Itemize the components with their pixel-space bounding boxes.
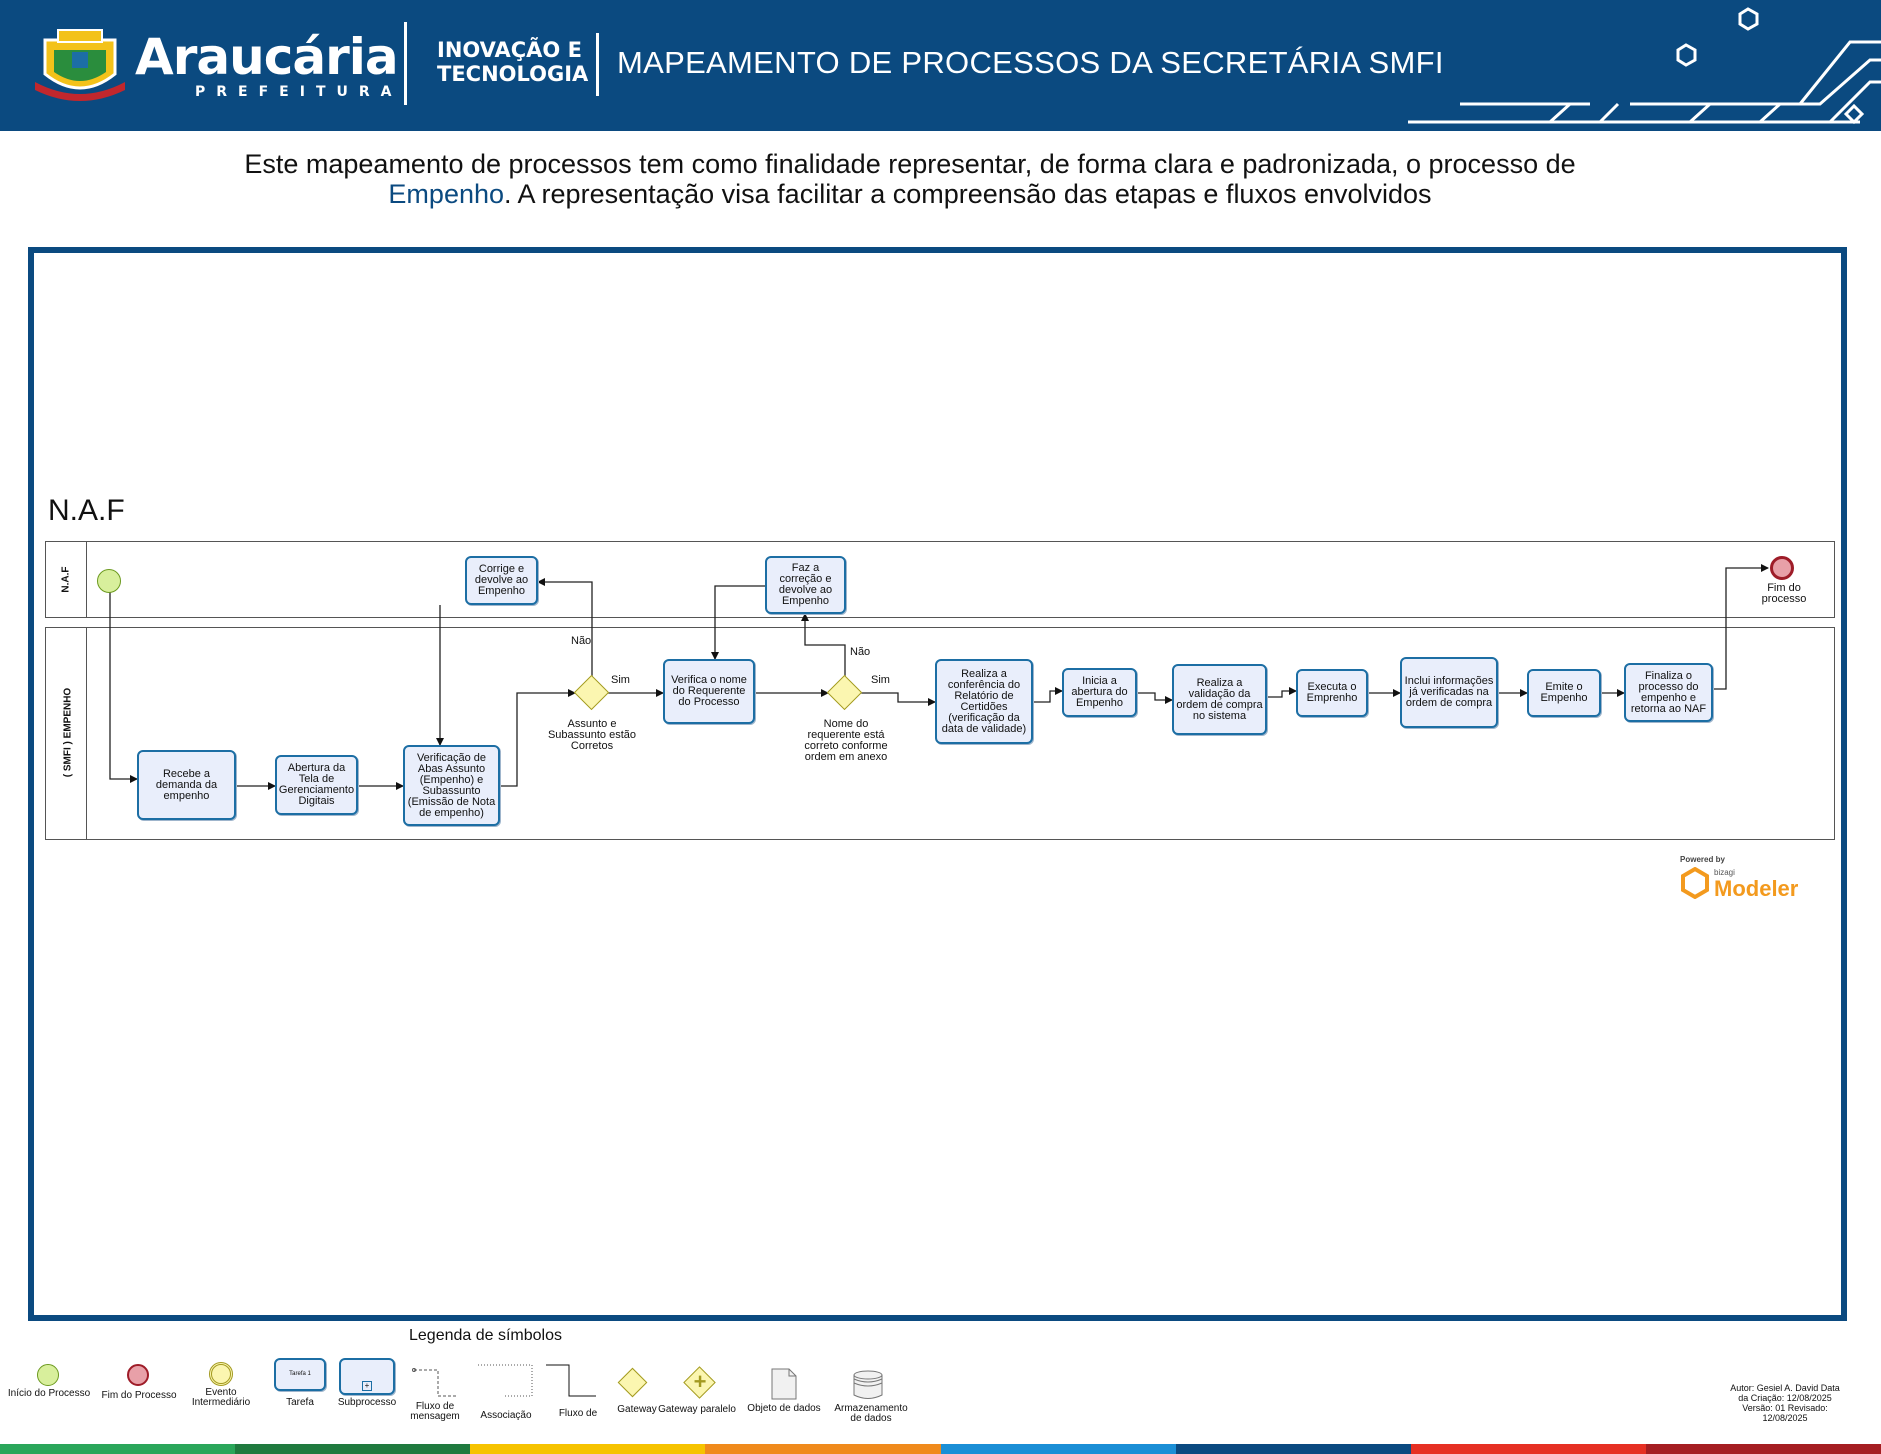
header-banner: Araucária PREFEITURA INOVAÇÃO E TECNOLOG… [0,0,1881,131]
legend-intermediate-label: Evento Intermediário [191,1387,251,1408]
bottom-bar-segment [470,1444,706,1454]
lane-header [46,628,87,839]
legend-end-icon [127,1364,149,1386]
legend-parallel-plus-icon: + [693,1369,707,1394]
intro-part-2: . A representação visa facilitar a compr… [504,179,1432,209]
pool-title: N.A.F [48,494,125,527]
diagram-frame [28,247,1847,1321]
task-inicia-abertura[interactable]: Inicia a abertura do Empenho [1062,668,1137,717]
legend-start-label: Início do Processo [7,1388,91,1399]
bizagi-label: bizagi [1714,868,1735,877]
task-abertura-tela[interactable]: Abertura da Tela de Gerenciamento Digita… [275,755,358,815]
bottom-bar-segment [940,1444,1176,1454]
task-validacao-ordem[interactable]: Realiza a validação da ordem de compra n… [1172,664,1267,735]
page-title: MAPEAMENTO DE PROCESSOS DA SECRETÁRIA SM… [617,45,1444,80]
bottom-bar-segment [235,1444,471,1454]
flow-g2-yes-to-conferencia [861,692,936,706]
flow-g1-no-to-corrige [537,578,593,677]
flow-label-g1-yes: Sim [611,674,630,686]
unit-line-1: INOVAÇÃO E [437,38,582,62]
legend-sequence-flow-label: Fluxo de [558,1408,598,1419]
task-inclui-informacoes[interactable]: Inclui informações já verificadas na ord… [1400,657,1498,728]
document-metadata: Autor: Gesiel A. David Data da Criação: … [1730,1383,1840,1423]
intro-text: Este mapeamento de processos tem como fi… [150,149,1670,209]
legend-task-label: Tarefa [286,1397,314,1408]
intro-part-1: Este mapeamento de processos tem como fi… [244,149,1576,179]
bottom-bar-segment [705,1444,941,1454]
task-verificacao-abas[interactable]: Verificação de Abas Assunto (Empenho) e … [403,745,500,826]
gateway-assunto-label: Assunto e Subassunto estão Corretos [547,718,637,752]
flow-conferencia-to-inicia [1033,687,1063,703]
flow-g2-no-to-faz [801,613,846,677]
legend-task-icon: Tarefa 1 [274,1358,326,1391]
bottom-bar-segment [1410,1444,1646,1454]
legend-title: Legenda de símbolos [409,1327,562,1344]
task-finaliza-processo[interactable]: Finaliza o processo do empenho e retorna… [1624,663,1713,722]
task-executa-empenho[interactable]: Executa o Emprenho [1296,669,1368,717]
bottom-bar-segment [1175,1444,1411,1454]
araucaria-crest-icon [35,29,125,101]
legend-gateway-label: Gateway [617,1404,657,1415]
flow-start-to-recebe [109,592,138,783]
lane-header [46,542,87,617]
legend-data-store-label: Armazenamento de dados [834,1403,908,1424]
task-recebe-demanda[interactable]: Recebe a demanda da empenho [137,750,236,820]
circuit-decoration-icon [1408,7,1881,125]
flow-label-g2-no: Não [850,646,871,658]
bottom-color-bar [0,1444,1881,1454]
legend-data-object-label: Objeto de dados [747,1403,821,1414]
task-corrige-devolve[interactable]: Corrige e devolve ao Empenho [465,556,538,605]
bizagi-logo-icon [1681,867,1709,899]
bottom-bar-segment [0,1444,236,1454]
task-conferencia-certidoes[interactable]: Realiza a conferência do Relatório de Ce… [935,659,1033,744]
legend-subprocess-label: Subprocesso [337,1397,397,1408]
legend-data-store-icon [853,1370,883,1399]
flow-label-g2-yes: Sim [871,674,890,686]
flow-finaliza-to-end [1713,564,1769,690]
legend-task-inner-label: Tarefa 1 [289,1371,311,1377]
end-event-label: Fim do processo [1761,582,1807,605]
powered-by-label: Powered by [1680,855,1725,864]
unit-line-2: TECNOLOGIA [437,62,589,86]
lane-smfi-empenho: ( SMFI ) EMPENHO [45,627,1835,840]
legend-intermediate-icon [209,1362,233,1386]
flow-inicia-to-validacao [1137,692,1173,704]
bottom-bar-segment [1645,1444,1881,1454]
header-divider [596,33,599,96]
lane-naf: N.A.F [45,541,1835,618]
legend-association-label: Associação [480,1410,532,1421]
brand-subtitle: PREFEITURA [195,84,403,100]
brand-name: Araucária [135,28,399,86]
modeler-label: Modeler [1714,876,1799,901]
intro-highlight: Empenho [388,179,505,209]
unit-name: INOVAÇÃO E TECNOLOGIA [437,38,588,86]
task-faz-correcao[interactable]: Faz a correção e devolve ao Empenho [765,556,846,614]
legend-start-icon [37,1364,59,1386]
legend-flow-icons [412,1364,596,1397]
legend-subprocess-icon: + [339,1358,395,1395]
task-emite-empenho[interactable]: Emite o Empenho [1527,669,1601,717]
task-verifica-nome[interactable]: Verifica o nome do Requerente do Process… [663,659,755,724]
legend-end-label: Fim do Processo [101,1390,177,1401]
legend-parallel-gateway-label: Gateway paralelo [658,1404,736,1415]
flow-label-g1-no: Não [571,635,592,647]
legend-message-flow-label: Fluxo de mensagem [410,1401,460,1422]
header-divider [404,22,407,105]
end-event-icon [1770,556,1794,580]
legend-data-object-icon [771,1368,797,1400]
gateway-nome-label: Nome do requerente está correto conforme… [804,718,888,763]
start-event-icon [97,569,121,593]
flow-validacao-to-executa [1267,687,1297,698]
flow-verificacao-to-g1 [500,689,576,787]
flow-faz-to-verifica [711,585,765,660]
